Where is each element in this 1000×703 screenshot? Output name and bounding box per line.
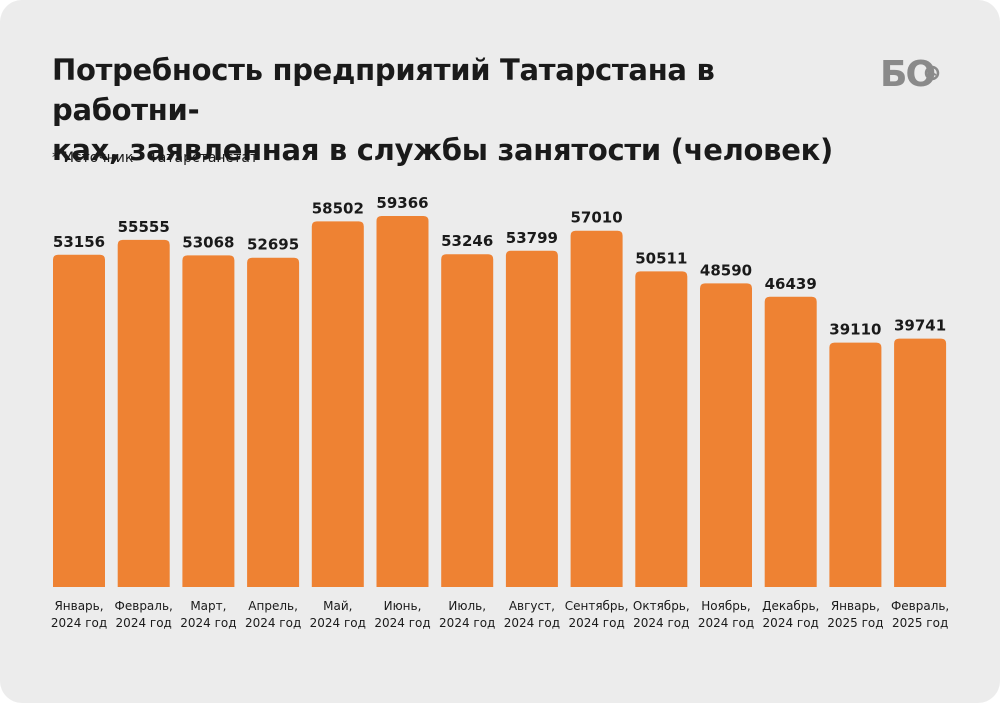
bar: [829, 342, 882, 587]
data-label: 46439: [765, 275, 817, 293]
data-label: 39110: [829, 321, 881, 339]
category-label: 2024 год: [698, 616, 754, 630]
chart-title-line-2: ках, заявленная в службы занятости (чело…: [52, 133, 833, 167]
data-label: 53068: [182, 233, 234, 251]
bar: [117, 239, 170, 587]
bar: [311, 221, 364, 587]
bar: [53, 254, 105, 587]
data-label: 48590: [700, 261, 752, 279]
category-label: Февраль,: [115, 599, 173, 613]
data-label: 50511: [635, 249, 687, 267]
clock-icon: [924, 65, 940, 81]
category-label: Декабрь,: [762, 599, 819, 613]
data-label: 58502: [312, 199, 364, 217]
data-label: 59366: [376, 194, 428, 212]
data-label: 53246: [441, 232, 493, 250]
bar: [376, 216, 429, 587]
data-label: 39741: [894, 317, 946, 335]
category-label: 2024 год: [763, 616, 819, 630]
category-label: 2024 год: [180, 616, 236, 630]
category-label: Июль,: [448, 599, 486, 613]
bar: [764, 296, 817, 587]
data-label: 52695: [247, 236, 299, 254]
category-label: 2024 год: [504, 616, 560, 630]
category-label: Февраль,: [891, 599, 949, 613]
category-label: Апрель,: [248, 599, 298, 613]
chart-title-line-1: Потребность предприятий Татарстана в раб…: [52, 53, 715, 127]
category-label: Январь,: [54, 599, 103, 613]
category-label: 2024 год: [374, 616, 430, 630]
chart-title: Потребность предприятий Татарстана в раб…: [52, 50, 852, 170]
bar: [570, 230, 623, 587]
category-label: Август,: [509, 599, 555, 613]
category-label: Январь,: [831, 599, 880, 613]
category-label: 2025 год: [892, 616, 948, 630]
bar: [182, 255, 235, 587]
category-label: 2024 год: [310, 616, 366, 630]
category-label: 2024 год: [633, 616, 689, 630]
category-label: 2024 год: [51, 616, 107, 630]
data-label: 57010: [571, 209, 623, 227]
bar: [700, 283, 752, 587]
data-label: 53799: [506, 229, 558, 247]
bar: [247, 257, 300, 587]
bar: [635, 271, 688, 587]
data-label: 55555: [118, 218, 170, 236]
bo-logo: БО: [880, 54, 940, 92]
category-label: Сентябрь,: [565, 599, 629, 613]
category-label: 2024 год: [439, 616, 495, 630]
category-label: Октябрь,: [633, 599, 690, 613]
category-label: Май,: [323, 599, 352, 613]
source-note: * Источник – Татарстанстат: [52, 150, 259, 166]
category-label: Июнь,: [384, 599, 422, 613]
bar: [505, 250, 558, 588]
category-label: 2025 год: [827, 616, 883, 630]
category-label: 2024 год: [116, 616, 172, 630]
bar: [441, 254, 494, 587]
category-label: 2024 год: [568, 616, 624, 630]
category-label: Март,: [190, 599, 226, 613]
category-label: Ноябрь,: [701, 599, 751, 613]
bar: [894, 338, 947, 587]
category-label: 2024 год: [245, 616, 301, 630]
data-label: 53156: [53, 233, 105, 251]
